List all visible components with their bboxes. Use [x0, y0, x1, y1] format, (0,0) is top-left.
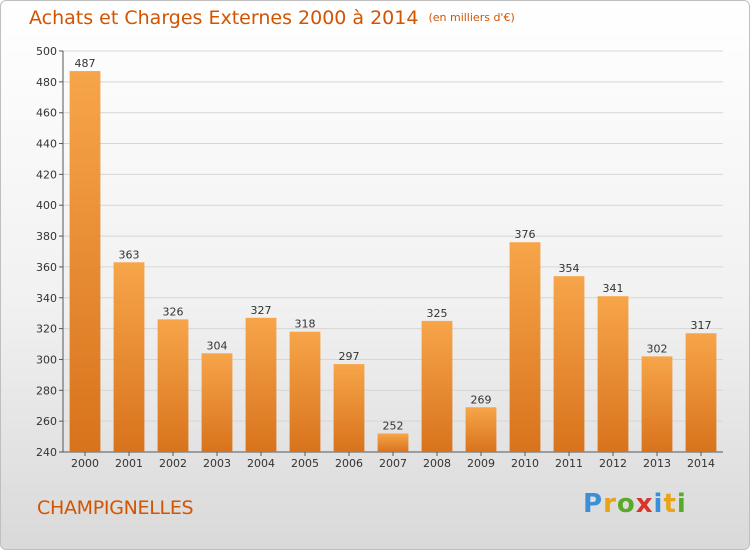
x-tick-label: 2012: [599, 457, 627, 470]
chart-title-text: Achats et Charges Externes 2000 à 2014: [29, 7, 419, 29]
y-tick-label: 300: [36, 353, 57, 366]
bar-value-label: 252: [383, 419, 404, 432]
y-tick-label: 260: [36, 415, 57, 428]
bar: [597, 296, 629, 452]
bar-value-label: 325: [427, 307, 448, 320]
y-tick-label: 340: [36, 292, 57, 305]
y-tick-label: 440: [36, 138, 57, 151]
proxiti-logo: Proxiti: [583, 489, 687, 519]
logo-letter: i: [653, 489, 664, 519]
value-labels: 487 363 326 304 327 318 297 252 325 269 376 354 341 3…: [75, 57, 712, 432]
x-tick-label: 2000: [71, 457, 99, 470]
y-tick-label: 420: [36, 168, 57, 181]
y-tick-label: 400: [36, 199, 57, 212]
x-tick-label: 2004: [247, 457, 275, 470]
x-tick-label: 2001: [115, 457, 143, 470]
y-tick-label: 280: [36, 384, 57, 397]
bar-value-label: 487: [75, 57, 96, 70]
location-name: CHAMPIGNELLES: [37, 497, 194, 519]
x-tick-label: 2009: [467, 457, 495, 470]
bars: [69, 71, 717, 453]
x-tick-label: 2008: [423, 457, 451, 470]
bar: [333, 364, 365, 452]
y-tick-label: 500: [36, 45, 57, 58]
bar: [113, 262, 145, 452]
bar-value-label: 341: [603, 282, 624, 295]
logo-letter: i: [676, 489, 687, 519]
y-tick-label: 460: [36, 107, 57, 120]
bar-value-label: 302: [647, 342, 668, 355]
x-tick-label: 2013: [643, 457, 671, 470]
x-tick-label: 2003: [203, 457, 231, 470]
bar: [685, 333, 717, 452]
bar: [509, 242, 541, 452]
bar: [421, 320, 453, 452]
bar: [245, 317, 277, 452]
logo-letter: o: [616, 489, 636, 519]
bar: [157, 319, 189, 452]
x-tick-label: 2010: [511, 457, 539, 470]
bar-value-label: 317: [691, 319, 712, 332]
logo-letter: P: [583, 489, 604, 519]
x-tick-label: 2011: [555, 457, 583, 470]
bar: [465, 407, 497, 452]
bar-value-label: 269: [471, 393, 492, 406]
logo-letter: t: [663, 489, 677, 519]
x-tick-label: 2014: [687, 457, 715, 470]
bar-value-label: 354: [559, 262, 580, 275]
chart-title: Achats et Charges Externes 2000 à 2014 (e…: [29, 7, 515, 29]
x-tick-label: 2002: [159, 457, 187, 470]
bar: [289, 331, 321, 452]
y-tick-label: 360: [36, 261, 57, 274]
chart-unit: (en milliers d'€): [428, 11, 515, 24]
logo-letter: x: [635, 489, 654, 519]
y-tick-label: 240: [36, 446, 57, 459]
bar: [69, 71, 101, 453]
x-tick-label: 2005: [291, 457, 319, 470]
bar-value-label: 326: [163, 305, 184, 318]
bar: [377, 433, 409, 452]
bar-value-label: 376: [515, 228, 536, 241]
bar-value-label: 318: [295, 318, 316, 331]
bar-value-label: 297: [339, 350, 360, 363]
bar-value-label: 304: [207, 339, 228, 352]
y-tick-label: 480: [36, 76, 57, 89]
bar: [553, 276, 585, 452]
logo-letter: r: [603, 489, 617, 519]
y-tick-label: 320: [36, 323, 57, 336]
y-tick-label: 380: [36, 230, 57, 243]
x-tick-label: 2007: [379, 457, 407, 470]
bar-value-label: 363: [119, 248, 140, 261]
bar: [201, 353, 233, 452]
x-tick-label: 2006: [335, 457, 363, 470]
bar-value-label: 327: [251, 304, 272, 317]
bar: [641, 356, 673, 452]
